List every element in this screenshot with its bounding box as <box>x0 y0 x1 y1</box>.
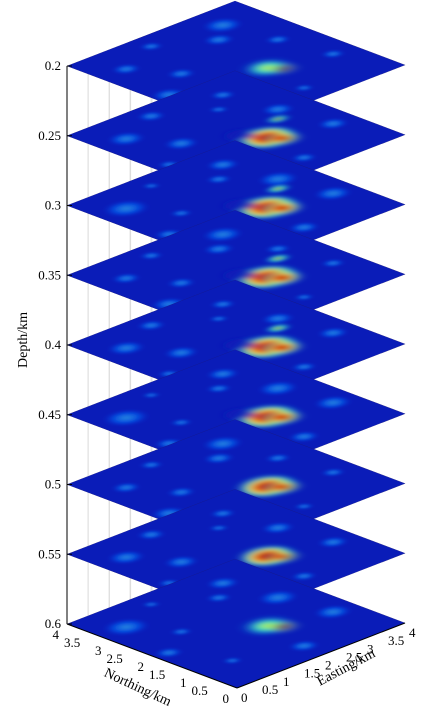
y-tick-label: 2 <box>138 659 145 674</box>
y-tick-label: 4 <box>53 627 60 642</box>
x-tick-label: 0.5 <box>262 682 278 697</box>
depth-slices <box>66 0 406 689</box>
z-axis-label: Depth/km <box>16 312 31 368</box>
depth-slice <box>66 210 406 340</box>
x-tick-label: 3.5 <box>388 633 404 648</box>
y-tick-label: 1 <box>180 675 187 690</box>
y-tick-label: 3.5 <box>64 635 80 650</box>
y-axis-line <box>66 623 238 689</box>
y-tick-label: 0.5 <box>192 683 208 698</box>
x-tick-label: 3 <box>367 641 374 656</box>
z-tick-label: 0.35 <box>38 267 61 282</box>
y-tick-label: 3 <box>95 643 102 658</box>
z-tick-label: 0.3 <box>45 198 61 213</box>
z-tick-label: 0.55 <box>38 546 61 561</box>
tick-labels: 0.2 0.25 0.3 0.35 0.4 0.45 0.5 0.55 0.6 0 0.5 1 1.5 2… <box>38 58 416 706</box>
x-tick-label: 2 <box>325 658 332 673</box>
depth-slice <box>66 279 406 410</box>
z-tick-label: 0.6 <box>45 616 62 631</box>
z-tick-label: 0.25 <box>38 128 61 143</box>
x-tick-label: 2.5 <box>346 649 362 664</box>
x-tick-label: 0 <box>241 690 248 705</box>
z-tick-label: 0.2 <box>45 58 61 73</box>
depth-slice <box>66 0 406 131</box>
z-tick-label: 0.4 <box>45 337 62 352</box>
y-tick-label: 1.5 <box>149 667 165 682</box>
depth-slice <box>66 419 406 549</box>
depth-slice <box>66 70 406 200</box>
y-tick-label: 0 <box>223 691 230 706</box>
x-tick-label: 1 <box>283 674 290 689</box>
x-tick-label: 1.5 <box>304 666 320 681</box>
x-axis-line <box>236 622 406 689</box>
y-tick-label: 2.5 <box>107 651 123 666</box>
x-tick-label: 4 <box>409 625 416 640</box>
z-tick-label: 0.45 <box>38 407 61 422</box>
z-tick-label: 0.5 <box>45 477 61 492</box>
depth-slice <box>66 349 406 479</box>
